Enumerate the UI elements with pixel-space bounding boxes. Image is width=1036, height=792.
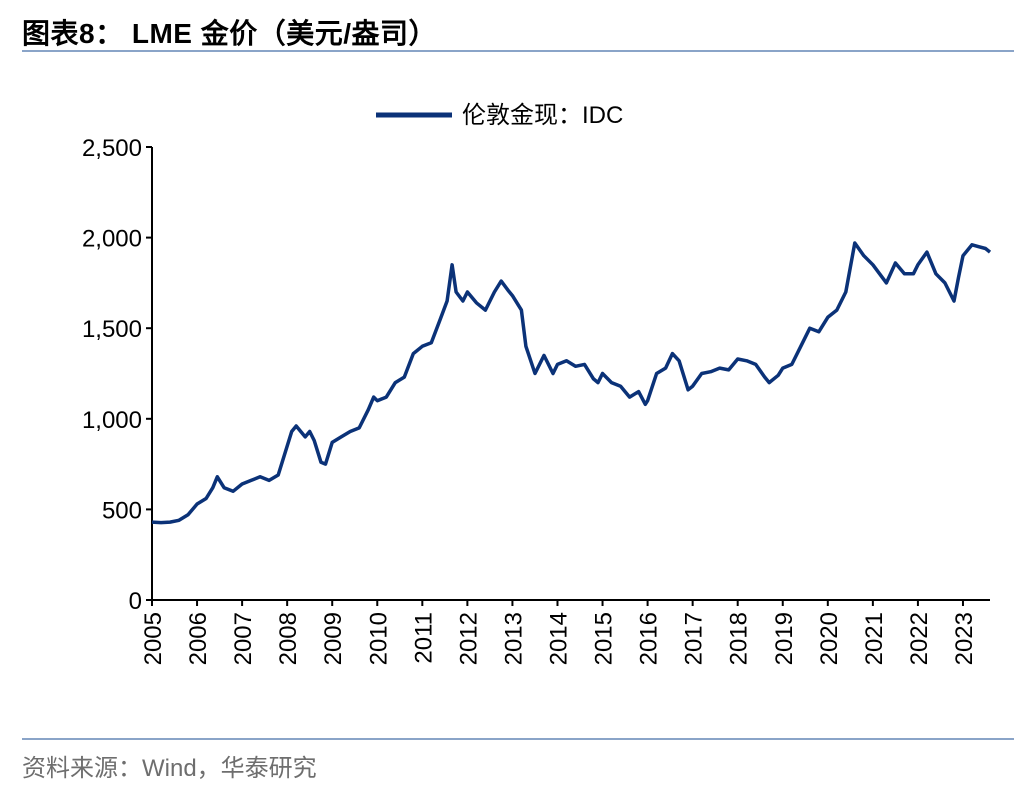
x-axis-ticks: 2005 2006 2007 2008 2009 2010 2011 2012 2013 2014… xyxy=(140,600,978,665)
x-tick-label: 2017 xyxy=(681,612,708,665)
legend-label: 伦敦金现：IDC xyxy=(462,102,623,129)
x-tick-label: 2007 xyxy=(230,612,257,665)
y-tick-label: 2,000 xyxy=(82,226,142,253)
y-tick-label: 1,500 xyxy=(82,316,142,343)
y-tick-label: 2,500 xyxy=(82,135,142,162)
x-tick-label: 2020 xyxy=(816,612,843,665)
chart-axes xyxy=(151,147,990,601)
footer-divider xyxy=(22,738,1014,740)
x-tick-label: 2011 xyxy=(410,612,437,664)
x-tick-label: 2019 xyxy=(771,612,798,665)
chart-legend: 伦敦金现：IDC xyxy=(376,102,623,129)
x-tick-label: 2009 xyxy=(320,612,347,665)
x-tick-label: 2008 xyxy=(275,612,302,665)
x-tick-label: 2018 xyxy=(726,612,753,665)
x-tick-label: 2022 xyxy=(906,612,933,665)
x-tick-label: 2010 xyxy=(365,612,392,665)
header-divider xyxy=(22,50,1014,52)
x-tick-label: 2013 xyxy=(500,612,527,665)
series-line-london-gold xyxy=(151,241,992,525)
x-tick-label: 2014 xyxy=(545,612,572,665)
x-tick-label: 2012 xyxy=(455,612,482,665)
x-tick-label: 2005 xyxy=(140,612,167,665)
x-tick-label: 2016 xyxy=(636,612,663,665)
chart-title: 图表8： LME 金价（美元/盎司） xyxy=(22,18,438,49)
y-axis-ticks: 0 500 1,000 1,500 2,000 2,500 xyxy=(82,135,152,615)
x-tick-label: 2015 xyxy=(591,612,618,665)
x-tick-label: 2021 xyxy=(861,612,888,665)
source-note: 资料来源：Wind，华泰研究 xyxy=(22,755,317,782)
x-tick-label: 2023 xyxy=(951,612,978,665)
y-tick-label: 0 xyxy=(129,588,142,615)
x-tick-label: 2006 xyxy=(185,612,212,665)
y-tick-label: 1,000 xyxy=(82,407,142,434)
y-tick-label: 500 xyxy=(102,497,142,524)
